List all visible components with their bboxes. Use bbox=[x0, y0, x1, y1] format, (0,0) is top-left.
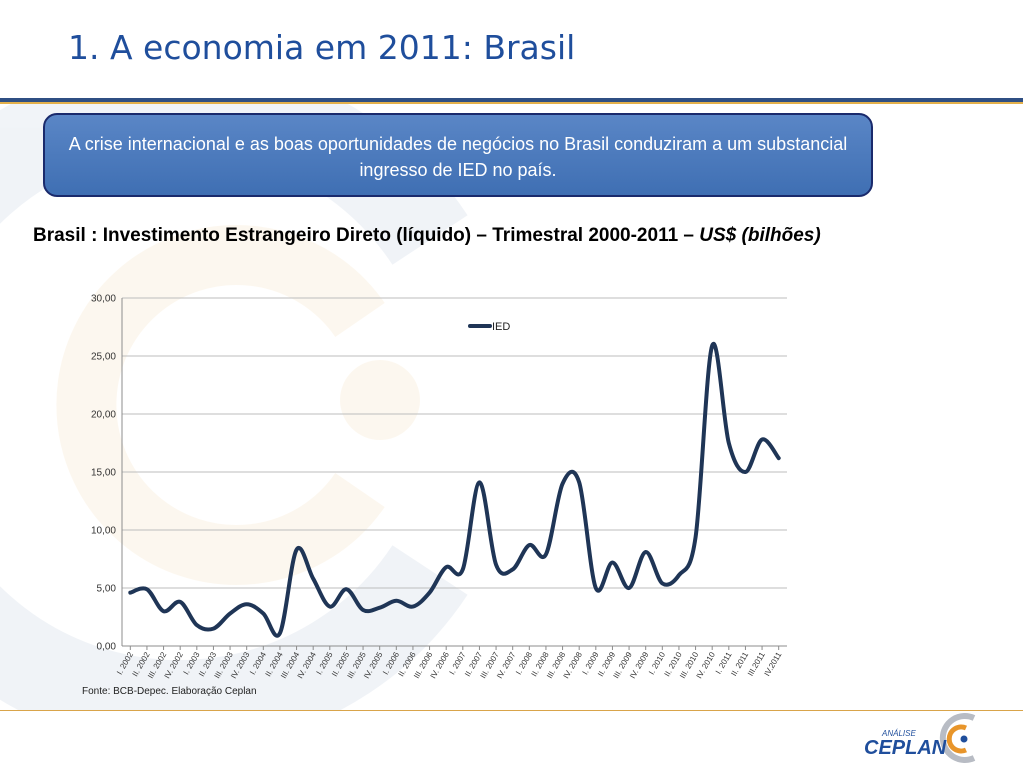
footer-rule bbox=[0, 710, 1023, 711]
y-tick-label: 30,00 bbox=[91, 294, 116, 305]
y-tick-label: 20,00 bbox=[91, 410, 116, 421]
x-tick-label: IV.2011 bbox=[763, 650, 784, 678]
logo-small-text: ANÁLISE bbox=[881, 729, 916, 738]
header-rule bbox=[0, 98, 1023, 102]
page-title: 1. A economia em 2011: Brasil bbox=[68, 28, 576, 67]
logo-ring-icon bbox=[939, 713, 976, 763]
ceplan-logo: ANÁLISE CEPLAN bbox=[864, 713, 976, 763]
y-tick-label: 10,00 bbox=[91, 526, 116, 537]
callout-box: A crise internacional e as boas oportuni… bbox=[43, 113, 873, 197]
y-tick-label: 5,00 bbox=[97, 584, 117, 595]
logo-arc-icon bbox=[946, 724, 967, 754]
y-tick-label: 25,00 bbox=[91, 352, 116, 363]
logo-big-text: CEPLAN bbox=[864, 737, 947, 759]
y-tick-label: 15,00 bbox=[91, 468, 116, 479]
logo-dot-icon bbox=[960, 735, 968, 743]
legend-label: IED bbox=[492, 321, 510, 333]
series-line-ied bbox=[128, 341, 781, 638]
header-rule-accent bbox=[0, 102, 1023, 104]
chart-caption-main: Brasil : Investimento Estrangeiro Direto… bbox=[33, 225, 700, 246]
source-note: Fonte: BCB-Depec. Elaboração Ceplan bbox=[82, 686, 257, 697]
y-tick-label: 0,00 bbox=[97, 642, 117, 653]
chart-caption: Brasil : Investimento Estrangeiro Direto… bbox=[33, 222, 913, 250]
chart-caption-unit: US$ (bilhões) bbox=[699, 225, 821, 246]
